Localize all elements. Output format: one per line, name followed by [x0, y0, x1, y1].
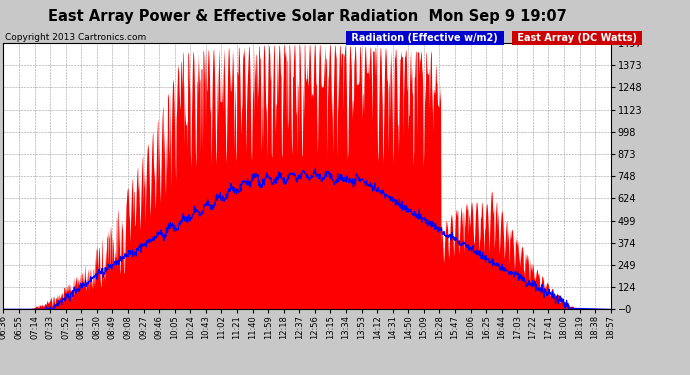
Text: East Array (DC Watts): East Array (DC Watts) [514, 33, 640, 43]
Text: East Array Power & Effective Solar Radiation  Mon Sep 9 19:07: East Array Power & Effective Solar Radia… [48, 9, 566, 24]
Text: Copyright 2013 Cartronics.com: Copyright 2013 Cartronics.com [5, 33, 146, 42]
Text: Radiation (Effective w/m2): Radiation (Effective w/m2) [348, 33, 502, 43]
